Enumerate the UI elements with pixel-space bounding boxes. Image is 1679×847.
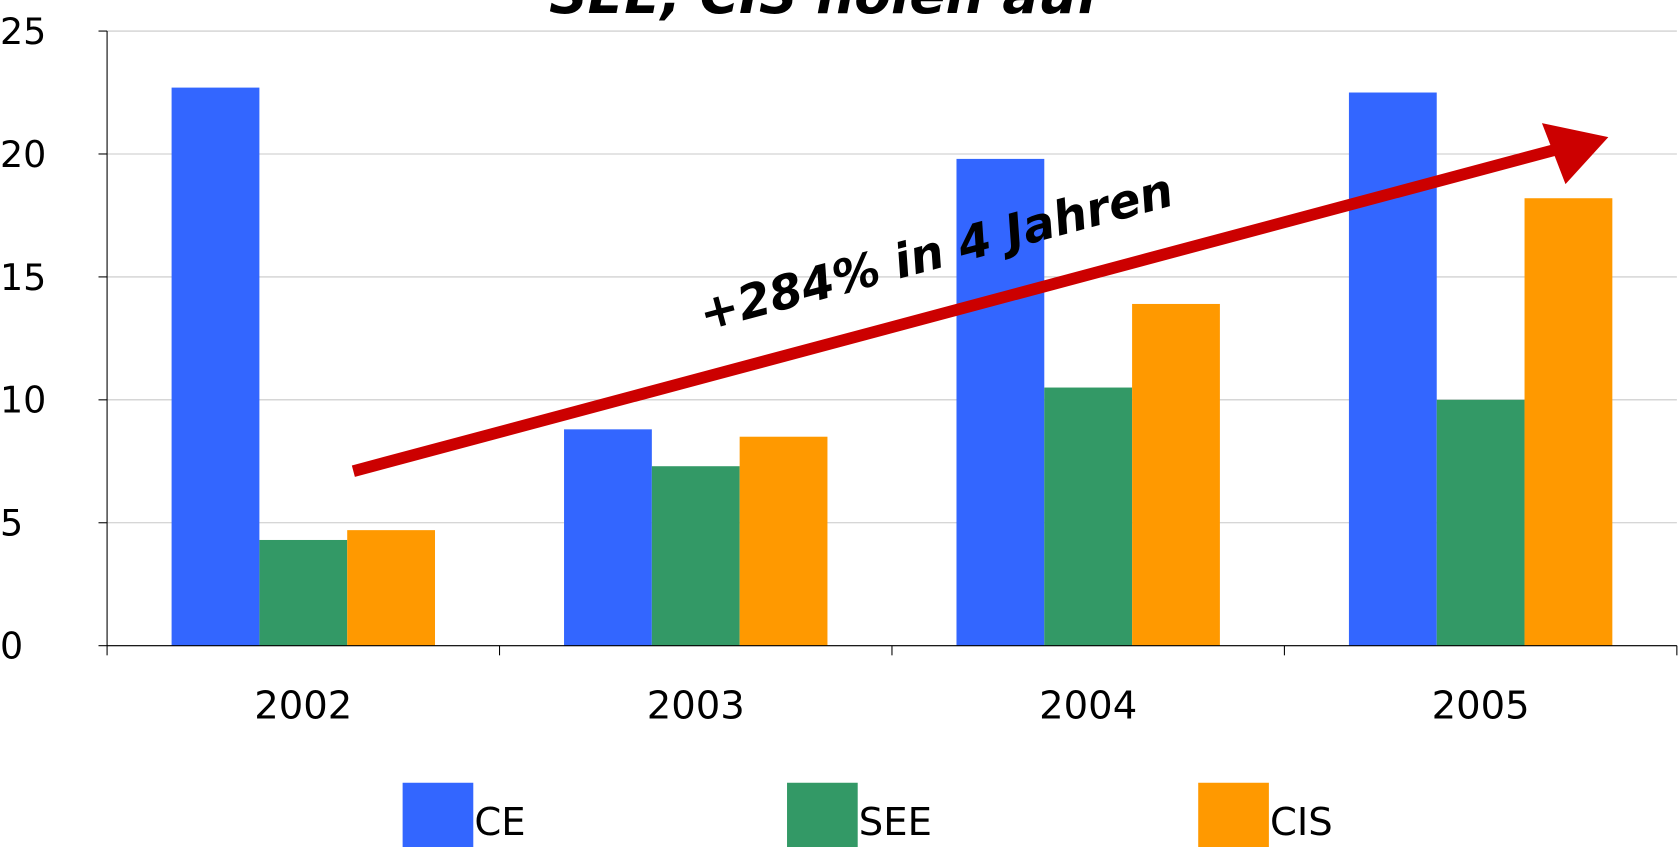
bar	[651, 466, 740, 646]
bar	[739, 436, 828, 646]
y-tick-label: 15	[0, 256, 46, 299]
x-tick-label: 2005	[1432, 684, 1530, 729]
bar	[1436, 399, 1525, 646]
trend-arrow	[351, 123, 1609, 477]
bar	[1348, 92, 1437, 646]
bar	[1044, 387, 1133, 646]
y-tick-label: 10	[0, 379, 46, 422]
bar	[956, 158, 1045, 646]
y-tick-label: 0	[0, 625, 23, 668]
legend-swatch	[1198, 782, 1269, 847]
legend-label: CE	[474, 800, 525, 845]
arrow-head	[1541, 123, 1609, 185]
legend-label: SEE	[859, 800, 932, 845]
legend-label: CIS	[1270, 800, 1333, 845]
y-tick-label: 25	[0, 10, 46, 53]
bar	[171, 87, 260, 646]
bar	[564, 429, 652, 646]
arrow-shaft	[351, 144, 1557, 477]
legend-swatch	[402, 782, 474, 847]
y-tick-label: 5	[0, 502, 23, 545]
bar	[347, 530, 436, 646]
bar	[259, 539, 348, 646]
bar	[1524, 198, 1613, 646]
chart-title: SEE, CIS holen auf	[549, 0, 1105, 26]
y-tick-label: 20	[0, 133, 46, 176]
bar	[1132, 303, 1220, 646]
x-tick-label: 2002	[254, 684, 352, 729]
legend-swatch	[787, 782, 858, 847]
x-tick-label: 2003	[647, 684, 745, 729]
x-tick-label: 2004	[1039, 684, 1137, 729]
